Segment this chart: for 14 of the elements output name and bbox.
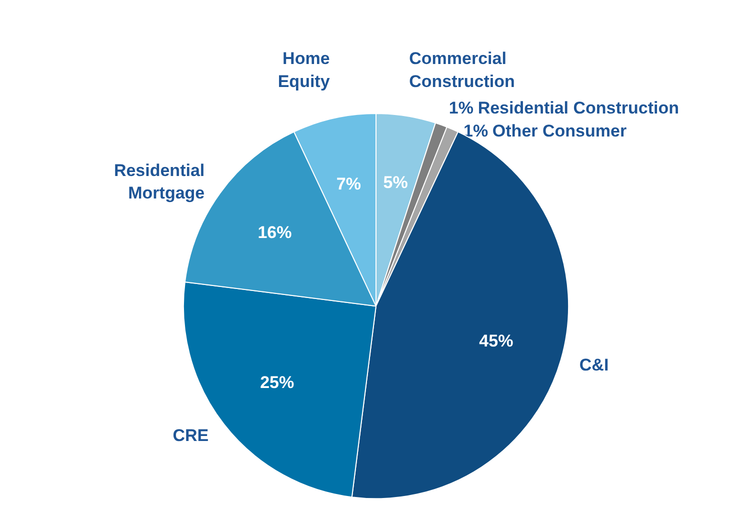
- data-label: 16%: [258, 223, 292, 242]
- data-label: 1%: [448, 98, 474, 118]
- slice-label: Residential Construction: [478, 98, 680, 118]
- data-label: 5%: [383, 173, 408, 192]
- slice-label: Other Consumer: [492, 122, 627, 141]
- slice-label: Residential Mortgage: [114, 160, 205, 203]
- slice-label: CRE: [172, 426, 209, 446]
- data-label: 45%: [479, 331, 514, 350]
- data-label: 25%: [260, 373, 294, 392]
- data-label: 7%: [336, 174, 361, 194]
- slice-label: Home Equity: [278, 49, 330, 91]
- slice-label: Commercial Construction: [409, 49, 515, 91]
- slice-label: C&I: [579, 356, 609, 375]
- data-label: 1%: [464, 122, 488, 141]
